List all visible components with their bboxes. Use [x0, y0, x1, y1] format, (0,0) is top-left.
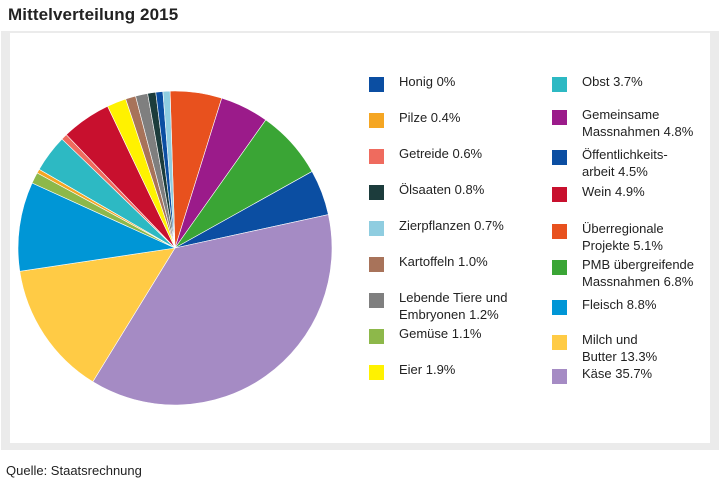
legend-swatch [552, 150, 567, 165]
legend-swatch [552, 260, 567, 275]
legend-label: PMB übergreifende Massnahmen 6.8% [582, 257, 695, 289]
legend-swatch [369, 257, 384, 272]
legend-label: Honig 0% [399, 74, 456, 89]
legend-label: Obst 3.7% [582, 74, 643, 89]
legend-swatch [369, 113, 384, 128]
legend-label: Überregionale Projekte 5.1% [582, 221, 664, 253]
legend-swatch [369, 365, 384, 380]
legend-label: Milch und Butter 13.3% [582, 332, 658, 364]
legend-label: Kartoffeln 1.0% [399, 254, 488, 269]
chart-title: Mittelverteilung 2015 [8, 5, 179, 24]
legend-swatch [369, 149, 384, 164]
legend-label: Lebende Tiere und Embryonen 1.2% [399, 290, 508, 322]
legend-label: Öffentlichkeits-arbeit 4.5% [582, 147, 668, 179]
source-note: Quelle: Staatsrechnung [6, 463, 142, 478]
legend-swatch [552, 369, 567, 384]
pie-slice-milch-und-butter [19, 247, 176, 383]
legend-label: Käse 35.7% [582, 366, 653, 381]
legend-swatch [369, 185, 384, 200]
legend-swatch [369, 329, 384, 344]
legend-swatch [552, 224, 567, 239]
legend-label: Pilze 0.4% [399, 110, 461, 125]
legend-swatch [552, 300, 567, 315]
legend-label: Gemeinsame Massnahmen 4.8% [582, 107, 694, 139]
legend-swatch [552, 335, 567, 350]
chart-area: Honig 0% Pilze 0.4% Getreide 0.6% Ölsaaten … [10, 33, 710, 443]
legend-label: Wein 4.9% [582, 184, 645, 199]
legend-label: Zierpflanzen 0.7% [399, 218, 504, 233]
pie-slice-kaese [92, 214, 333, 406]
legend-label: Ölsaaten 0.8% [399, 182, 485, 197]
chart-panel: Honig 0% Pilze 0.4% Getreide 0.6% Ölsaaten … [1, 31, 719, 450]
legend-swatch [552, 77, 567, 92]
legend-label: Getreide 0.6% [399, 146, 483, 161]
legend-label: Gemüse 1.1% [399, 326, 482, 341]
legend-label: Eier 1.9% [399, 362, 456, 377]
pie-slice-zierpflanzen [162, 90, 176, 249]
legend-swatch [552, 110, 567, 125]
legend-swatch [369, 221, 384, 236]
pie-chart [17, 90, 333, 406]
pie-slice-fleisch [17, 182, 177, 272]
legend-label: Fleisch 8.8% [582, 297, 657, 312]
legend-swatch [369, 293, 384, 308]
legend-swatch [369, 77, 384, 92]
legend-swatch [552, 187, 567, 202]
